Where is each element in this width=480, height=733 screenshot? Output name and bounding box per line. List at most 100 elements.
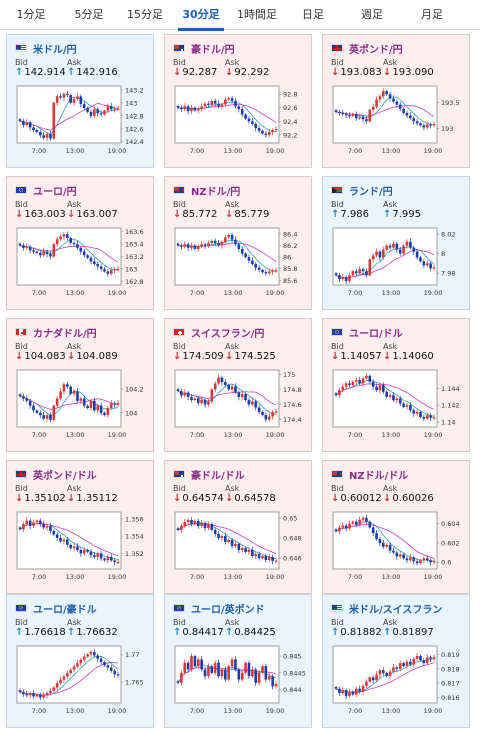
rate-card[interactable]: ユーロ/ドル Bid Ask ↓1.14057 ↓1.14060 1.144 1.142 1.… (322, 318, 470, 452)
candle (227, 233, 230, 239)
currency-pair-link[interactable]: NZドル/ドル (349, 470, 409, 482)
tab-5[interactable]: 日足 (302, 8, 324, 21)
candle (42, 692, 45, 700)
moving-average-line (335, 383, 435, 410)
bid-label: Bid (331, 484, 344, 493)
candle (42, 248, 45, 258)
candle (76, 543, 79, 552)
rate-card[interactable]: 英ポンド/ドル Bid Ask ↓1.35102 ↓1.35112 1.356 1.354 1… (6, 460, 154, 594)
candle (237, 104, 241, 113)
currency-pair-link[interactable]: NZドル/円 (191, 186, 241, 198)
candle (99, 550, 103, 561)
ask-label: Ask (67, 484, 82, 493)
tab-7[interactable]: 月足 (421, 8, 443, 21)
candle (375, 671, 378, 683)
x-tick-label: 13:00 (66, 431, 85, 439)
currency-pair-link[interactable]: ユーロ/英ポンド (191, 604, 265, 616)
currency-pair-link[interactable]: スイスフラン/円 (191, 328, 265, 340)
candle (224, 234, 227, 245)
candle (193, 397, 197, 402)
candle (344, 112, 348, 119)
candle (230, 657, 234, 669)
candle (261, 664, 264, 675)
currency-pair-link[interactable]: 英ポンド/円 (349, 44, 403, 56)
currency-pair-link[interactable]: ユーロ/ドル (349, 328, 403, 340)
candle (176, 242, 180, 247)
rate-card[interactable]: NZドル/ドル Bid Ask ↓0.60012 ↓0.60026 0.604 0.602 0… (322, 460, 470, 594)
gb-flag-icon (15, 470, 27, 478)
rate-card[interactable]: ランド/円 Bid Ask ↑7.986 ↑7.995 8.02 8 7.98 7:00 13:0… (322, 176, 470, 310)
y-tick-label: 85.8 (283, 265, 297, 273)
candle (368, 675, 372, 684)
candle (348, 112, 351, 119)
candle (378, 537, 382, 547)
ask-label: Ask (383, 200, 398, 209)
bid-value: ↓85.772 (173, 209, 217, 220)
arrow-down-icon: ↓ (331, 351, 340, 362)
ask-label: Ask (67, 342, 82, 351)
rate-card[interactable]: 豪ドル/円 Bid Ask ↓92.287 ↓92.292 92.8 92.6 92.4 92.… (164, 34, 312, 168)
candle (257, 404, 261, 415)
candle (96, 107, 100, 117)
candle (220, 102, 224, 110)
currency-pair-link[interactable]: ユーロ/円 (33, 186, 77, 198)
currency-pair-link[interactable]: 米ドル/スイスフラン (349, 604, 443, 616)
rate-card[interactable]: 豪ドル/ドル Bid Ask ↓0.64574 ↓0.64578 0.65 0.648 0.6… (164, 460, 312, 594)
currency-pair-link[interactable]: カナダドル/円 (33, 328, 97, 340)
tab-4[interactable]: 1時間足 (237, 8, 277, 21)
candle (354, 377, 358, 385)
arrow-down-icon: ↓ (173, 67, 182, 78)
candle (183, 389, 187, 398)
candle (210, 99, 214, 107)
rate-card[interactable]: 英ポンド/円 Bid Ask ↓193.083 ↓193.090 193.5 193 7:00… (322, 34, 470, 168)
candle (96, 551, 100, 561)
y-tick-label: 193 (441, 125, 453, 133)
rate-card[interactable]: 米ドル/スイスフラン Bid Ask ↑0.81882 ↑0.81897 0.819 0.8… (322, 594, 470, 728)
tab-2[interactable]: 15分足 (127, 8, 163, 21)
currency-pair-link[interactable]: 米ドル/円 (33, 44, 77, 56)
candle (257, 264, 261, 273)
rate-card[interactable]: 米ドル/円 Bid Ask ↑142.914 ↑142.916 143.2 143 142.8… (6, 34, 154, 168)
candle (35, 519, 39, 524)
currency-pair-link[interactable]: 英ポンド/ドル (33, 470, 97, 482)
y-tick-label: 0.65 (283, 515, 297, 523)
candle (432, 121, 436, 128)
rate-card[interactable]: スイスフラン/円 Bid Ask ↓174.509 ↓174.525 175 174.8 17… (164, 318, 312, 452)
y-tick-label: 174.8 (283, 386, 302, 394)
candle (186, 518, 190, 526)
tab-0[interactable]: 1分足 (16, 8, 46, 21)
x-tick-label: 13:00 (382, 707, 401, 715)
arrow-down-icon: ↓ (173, 351, 182, 362)
rate-card[interactable]: カナダドル/円 Bid Ask ↓104.083 ↓104.089 104.2 104 7:0… (6, 318, 154, 452)
currency-pair-link[interactable]: 豪ドル/円 (191, 44, 235, 56)
y-tick-label: 193.5 (441, 99, 460, 107)
candle (344, 275, 348, 284)
rate-card[interactable]: ユーロ/英ポンド Bid Ask ↑0.84417 ↑0.84425 0.845 0.844… (164, 594, 312, 728)
x-tick-label: 19:00 (424, 573, 443, 581)
rate-card[interactable]: ユーロ/豪ドル Bid Ask ↑1.76618 ↑1.76632 1.77 1.765 7:… (6, 594, 154, 728)
candle (38, 692, 42, 701)
ask-label: Ask (225, 58, 240, 67)
candle (402, 553, 405, 560)
currency-pair-link[interactable]: ランド/円 (349, 186, 393, 198)
candle (213, 98, 217, 107)
bid-label: Bid (173, 484, 186, 493)
tab-1[interactable]: 5分足 (74, 8, 104, 21)
candle (86, 652, 89, 658)
candle (257, 125, 261, 134)
tab-6[interactable]: 週足 (361, 8, 383, 21)
ask-label: Ask (383, 484, 398, 493)
currency-pair-link[interactable]: ユーロ/豪ドル (33, 604, 97, 616)
currency-pair-link[interactable]: 豪ドル/ドル (191, 470, 245, 482)
candle (99, 110, 103, 117)
candle (230, 95, 234, 104)
candle (254, 122, 258, 132)
candle (207, 398, 210, 407)
candle (52, 242, 56, 258)
rate-card[interactable]: ユーロ/円 Bid Ask ↓163.003 ↓163.007 163.6 163.4 163… (6, 176, 154, 310)
tab-3[interactable]: 30分足 (174, 0, 228, 31)
candle (378, 383, 382, 394)
arrow-up-icon: ↑ (383, 209, 392, 220)
bid-number: 92.287 (182, 67, 218, 78)
rate-card[interactable]: NZドル/円 Bid Ask ↓85.772 ↓85.779 86.4 86.2 86 85.8… (164, 176, 312, 310)
